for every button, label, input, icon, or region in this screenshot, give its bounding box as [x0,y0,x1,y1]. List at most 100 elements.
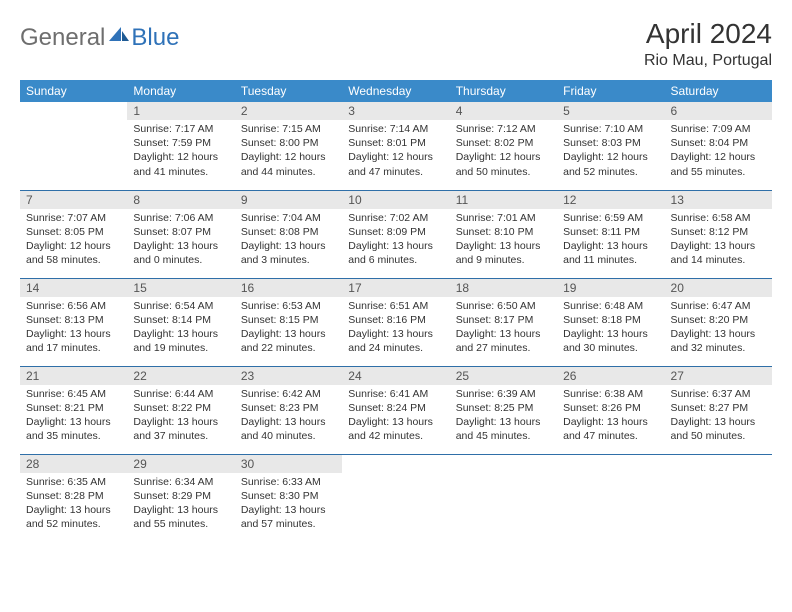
calendar-day-cell: 25Sunrise: 6:39 AMSunset: 8:25 PMDayligh… [450,366,557,454]
sunset-text: Sunset: 8:11 PM [563,225,658,239]
sunrise-text: Sunrise: 6:51 AM [348,299,443,313]
daylight-text: Daylight: 13 hours [456,327,551,341]
daylight-text: and 42 minutes. [348,429,443,443]
sunrise-text: Sunrise: 6:59 AM [563,211,658,225]
location: Rio Mau, Portugal [644,52,772,70]
sunrise-text: Sunrise: 6:44 AM [133,387,228,401]
sunrise-text: Sunrise: 6:38 AM [563,387,658,401]
daylight-text: Daylight: 13 hours [671,327,766,341]
calendar-day-cell: 19Sunrise: 6:48 AMSunset: 8:18 PMDayligh… [557,278,664,366]
day-number: 12 [557,191,664,209]
daylight-text: and 0 minutes. [133,253,228,267]
sunrise-text: Sunrise: 6:42 AM [241,387,336,401]
sunset-text: Sunset: 8:29 PM [133,489,228,503]
day-number: 29 [127,455,234,473]
daylight-text: and 44 minutes. [241,165,336,179]
daylight-text: Daylight: 13 hours [563,415,658,429]
calendar-day-cell: 10Sunrise: 7:02 AMSunset: 8:09 PMDayligh… [342,190,449,278]
daylight-text: and 14 minutes. [671,253,766,267]
sunset-text: Sunset: 8:07 PM [133,225,228,239]
day-details: Sunrise: 6:42 AMSunset: 8:23 PMDaylight:… [235,385,342,448]
day-number: 7 [20,191,127,209]
day-details: Sunrise: 6:53 AMSunset: 8:15 PMDaylight:… [235,297,342,360]
day-details: Sunrise: 6:56 AMSunset: 8:13 PMDaylight:… [20,297,127,360]
sunset-text: Sunset: 8:18 PM [563,313,658,327]
sunset-text: Sunset: 8:28 PM [26,489,121,503]
sunset-text: Sunset: 8:13 PM [26,313,121,327]
daylight-text: Daylight: 13 hours [241,327,336,341]
sunset-text: Sunset: 8:30 PM [241,489,336,503]
daylight-text: Daylight: 12 hours [563,150,658,164]
daylight-text: and 6 minutes. [348,253,443,267]
day-details: Sunrise: 6:50 AMSunset: 8:17 PMDaylight:… [450,297,557,360]
day-details: Sunrise: 7:07 AMSunset: 8:05 PMDaylight:… [20,209,127,272]
sunrise-text: Sunrise: 6:48 AM [563,299,658,313]
sunset-text: Sunset: 8:15 PM [241,313,336,327]
sunrise-text: Sunrise: 6:34 AM [133,475,228,489]
daylight-text: and 9 minutes. [456,253,551,267]
calendar-day-cell: 21Sunrise: 6:45 AMSunset: 8:21 PMDayligh… [20,366,127,454]
sunrise-text: Sunrise: 6:33 AM [241,475,336,489]
day-number: 9 [235,191,342,209]
daylight-text: Daylight: 13 hours [671,239,766,253]
sunrise-text: Sunrise: 7:09 AM [671,122,766,136]
day-number: 27 [665,367,772,385]
calendar-day-cell: 3Sunrise: 7:14 AMSunset: 8:01 PMDaylight… [342,102,449,190]
daylight-text: Daylight: 12 hours [133,150,228,164]
calendar-day-cell: 23Sunrise: 6:42 AMSunset: 8:23 PMDayligh… [235,366,342,454]
calendar-day-cell: 1Sunrise: 7:17 AMSunset: 7:59 PMDaylight… [127,102,234,190]
daylight-text: Daylight: 13 hours [26,327,121,341]
daylight-text: and 17 minutes. [26,341,121,355]
calendar-day-cell: 2Sunrise: 7:15 AMSunset: 8:00 PMDaylight… [235,102,342,190]
day-details: Sunrise: 6:37 AMSunset: 8:27 PMDaylight:… [665,385,772,448]
daylight-text: Daylight: 13 hours [456,239,551,253]
calendar-day-cell: .. [20,102,127,190]
header: General Blue April 2024 Rio Mau, Portuga… [20,18,772,70]
sunrise-text: Sunrise: 6:47 AM [671,299,766,313]
calendar-day-cell: 17Sunrise: 6:51 AMSunset: 8:16 PMDayligh… [342,278,449,366]
day-number: 3 [342,102,449,120]
calendar-day-cell: 7Sunrise: 7:07 AMSunset: 8:05 PMDaylight… [20,190,127,278]
day-details: Sunrise: 6:44 AMSunset: 8:22 PMDaylight:… [127,385,234,448]
day-details: Sunrise: 6:51 AMSunset: 8:16 PMDaylight:… [342,297,449,360]
daylight-text: and 11 minutes. [563,253,658,267]
day-number: 15 [127,279,234,297]
daylight-text: and 50 minutes. [456,165,551,179]
calendar-day-cell: 24Sunrise: 6:41 AMSunset: 8:24 PMDayligh… [342,366,449,454]
sunrise-text: Sunrise: 6:58 AM [671,211,766,225]
sunset-text: Sunset: 8:01 PM [348,136,443,150]
day-number: 4 [450,102,557,120]
daylight-text: and 55 minutes. [671,165,766,179]
day-number: 13 [665,191,772,209]
day-details: Sunrise: 6:47 AMSunset: 8:20 PMDaylight:… [665,297,772,360]
daylight-text: Daylight: 13 hours [563,239,658,253]
daylight-text: and 19 minutes. [133,341,228,355]
day-number: 26 [557,367,664,385]
sunset-text: Sunset: 8:21 PM [26,401,121,415]
daylight-text: Daylight: 13 hours [133,415,228,429]
daylight-text: Daylight: 13 hours [133,503,228,517]
sunset-text: Sunset: 8:08 PM [241,225,336,239]
sunset-text: Sunset: 8:02 PM [456,136,551,150]
daylight-text: and 35 minutes. [26,429,121,443]
sunset-text: Sunset: 8:25 PM [456,401,551,415]
day-number: 14 [20,279,127,297]
sunrise-text: Sunrise: 7:15 AM [241,122,336,136]
sunset-text: Sunset: 8:05 PM [26,225,121,239]
calendar-day-cell: 30Sunrise: 6:33 AMSunset: 8:30 PMDayligh… [235,454,342,542]
day-details: Sunrise: 6:38 AMSunset: 8:26 PMDaylight:… [557,385,664,448]
daylight-text: Daylight: 12 hours [26,239,121,253]
calendar-day-cell: 12 Sunrise: 6:59 AMSunset: 8:11 PMDayligh… [557,190,664,278]
logo-text-blue: Blue [131,24,179,52]
day-details: Sunrise: 7:09 AMSunset: 8:04 PMDaylight:… [665,120,772,183]
day-details: Sunrise: 6:34 AMSunset: 8:29 PMDaylight:… [127,473,234,536]
sunset-text: Sunset: 8:26 PM [563,401,658,415]
sunrise-text: Sunrise: 7:07 AM [26,211,121,225]
calendar-day-cell: 29Sunrise: 6:34 AMSunset: 8:29 PMDayligh… [127,454,234,542]
daylight-text: and 47 minutes. [348,165,443,179]
weekday-header: Monday [127,80,234,102]
calendar-day-cell: 28Sunrise: 6:35 AMSunset: 8:28 PMDayligh… [20,454,127,542]
daylight-text: and 50 minutes. [671,429,766,443]
daylight-text: Daylight: 13 hours [348,415,443,429]
calendar-week-row: ..1Sunrise: 7:17 AMSunset: 7:59 PMDaylig… [20,102,772,190]
